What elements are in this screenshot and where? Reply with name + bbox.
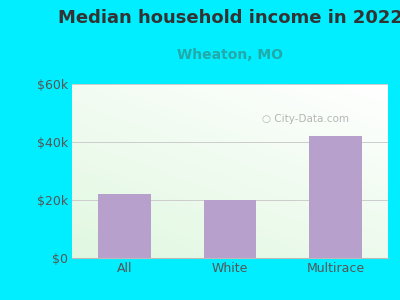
- Bar: [204, 200, 256, 258]
- Text: Wheaton, MO: Wheaton, MO: [177, 48, 283, 62]
- Text: ○ City-Data.com: ○ City-Data.com: [262, 114, 349, 124]
- Bar: [309, 136, 362, 258]
- Bar: [98, 194, 151, 258]
- Text: Median household income in 2022: Median household income in 2022: [58, 9, 400, 27]
